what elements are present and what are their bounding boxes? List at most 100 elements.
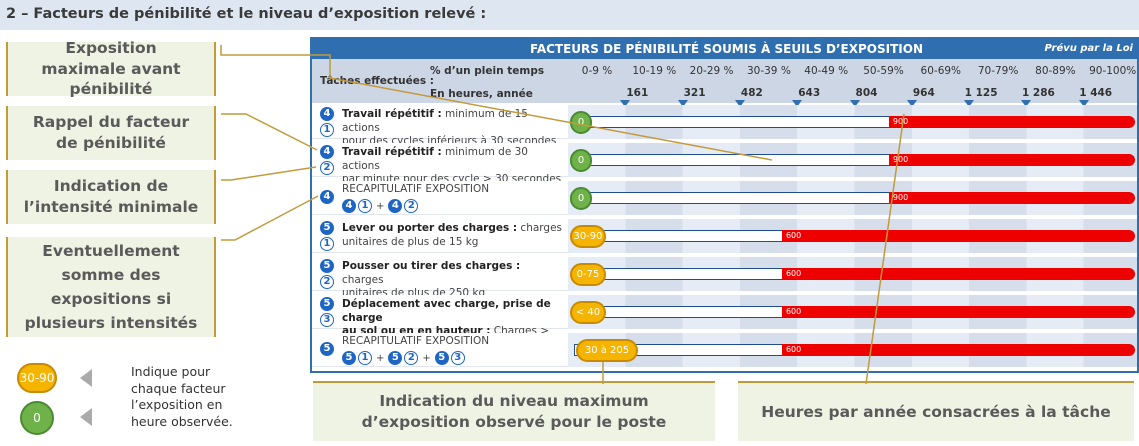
range-label: 70-79% [977, 65, 1019, 77]
range-label: 10-19 % [632, 65, 677, 77]
exposure-level-badge: 30-90 [570, 225, 606, 248]
hour-label: 482 [740, 87, 763, 99]
hour-tick-icon [1078, 100, 1089, 107]
intensity-number-badge: 2 [320, 161, 334, 175]
table-row: 5 3 Déplacement avec charge, prise de char… [312, 295, 1137, 351]
table-row: 4 1 Travail répétitif : minimum de 15 acti… [312, 105, 1137, 147]
section-header: 2 – Facteurs de pénibilité et le niveau … [0, 0, 1139, 30]
exposure-level-badge: 0 [570, 187, 592, 210]
bar-threshold-exceeded: 600 [781, 344, 1135, 356]
intensity-number-badge: 2 [320, 275, 334, 289]
hour-label: 964 [912, 87, 935, 99]
recap-number-badge: 2 [404, 351, 419, 365]
range-label: 50-59% [863, 65, 904, 77]
factor-number-badge: 4 [320, 107, 334, 121]
hour-tick-icon [1021, 100, 1032, 107]
connector-somme-expositions [221, 195, 319, 241]
recap-number-badge: 5 [434, 351, 449, 365]
connector-intensite-min [221, 166, 317, 181]
hour-label: 1 446 [1079, 87, 1113, 99]
callout-intensite-min-text: Indication de l’intensité minimale [23, 177, 199, 216]
factor-number-badge: 4 [320, 190, 334, 204]
bar-below-threshold [574, 154, 889, 166]
recap-number-badge: 5 [342, 351, 356, 365]
table-title: FACTEURS DE PÉNIBILITÉ SOUMIS À SEUILS D… [312, 39, 1137, 59]
legend-text: Indique pour chaque facteur l’exposition… [131, 364, 233, 430]
intensity-number-badge: 1 [320, 123, 334, 137]
exposure-level-badge: 0 [570, 149, 592, 172]
factor-number-badge: 4 [320, 145, 334, 159]
legend-line: chaque facteur [131, 380, 226, 396]
range-label: 90-100% [1089, 65, 1137, 77]
bar-below-threshold [574, 192, 889, 204]
bar-threshold-exceeded: 600 [781, 230, 1135, 242]
intensity-number-badge: 3 [320, 313, 334, 327]
recap-number-badge: 1 [358, 199, 372, 213]
row-description: 5 2 Pousser ou tirer des charges : charges… [312, 257, 568, 299]
factor-number-badge: 5 [320, 221, 334, 235]
table-title-right: Prévu par la Loi [1044, 43, 1133, 54]
table-row: 4 2 Travail répétitif : minimum de 30 acti… [312, 143, 1137, 185]
legend-line: l’exposition en [131, 397, 223, 412]
bar-threshold-exceeded: 900 [888, 116, 1135, 128]
legend-arrow-2-icon [80, 408, 92, 426]
hour-label: 804 [855, 87, 878, 99]
hour-label: 321 [683, 87, 706, 99]
bar-threshold-exceeded: 900 [888, 154, 1135, 166]
table-title-text: FACTEURS DE PÉNIBILITÉ SOUMIS À SEUILS D… [530, 42, 923, 56]
exposure-level-badge: < 40 [570, 301, 606, 324]
factor-number-badge: 5 [320, 259, 334, 273]
recap-plus: + [376, 200, 385, 212]
row-description: 5 1 Lever ou porter des charges : charges u… [312, 219, 568, 253]
exposure-level-badge: 30 à 205 [576, 339, 638, 362]
hour-label: 1 125 [964, 87, 998, 99]
table-header: Tâches effectuées : % d’un plein temps E… [312, 59, 1137, 107]
recap-number-badge: 2 [404, 199, 419, 213]
bar-threshold-exceeded: 600 [781, 268, 1135, 280]
factor-number-badge: 5 [320, 297, 334, 311]
recap-title: RECAPITULATIF EXPOSITION [342, 183, 490, 195]
recap-formula: 4 1 +4 2 [342, 199, 419, 213]
recap-plus: + [422, 352, 431, 364]
callout-rappel-facteur-text: Rappel du facteur de pénibilité [32, 113, 190, 152]
row-description: 4 2 Travail répétitif : minimum de 30 acti… [312, 143, 568, 185]
legend-orange-badge: 30-90 [17, 363, 57, 393]
recap-number-badge: 5 [388, 351, 403, 365]
range-label: 0-9 % [581, 65, 613, 77]
factor-number-badge: 5 [320, 342, 334, 356]
bar-threshold-exceeded: 900 [888, 192, 1135, 204]
row-description: 5 RECAPITULATIF EXPOSITION 5 1 +5 2 +5 3 [312, 333, 568, 367]
recap-plus: + [376, 352, 385, 364]
hour-tick-icon [964, 100, 975, 107]
callout-heures-annee: Heures par année consacrées à la tâche [738, 381, 1134, 441]
callout-somme-expositions: Eventuellement somme des expositions si … [6, 237, 216, 337]
callout-somme-expositions-text: Eventuellement somme des expositions si … [24, 241, 198, 333]
section-title: 2 – Facteurs de pénibilité et le niveau … [6, 6, 487, 22]
exposure-level-badge: 0 [570, 111, 592, 134]
table-row: 4 RECAPITULATIF EXPOSITION 4 1 +4 2 900 0 [312, 181, 1137, 215]
recap-number-badge: 3 [450, 351, 465, 365]
hour-tick-icon [792, 100, 803, 107]
recap-number-badge: 1 [358, 351, 372, 365]
hour-label: 643 [798, 87, 821, 99]
range-label: 40-49 % [804, 65, 849, 77]
callout-rappel-facteur: Rappel du facteur de pénibilité [6, 106, 216, 160]
legend-arrow-1-icon [80, 369, 92, 387]
table-row: 5 2 Pousser ou tirer des charges : charges… [312, 257, 1137, 299]
exposure-table: FACTEURS DE PÉNIBILITÉ SOUMIS À SEUILS D… [310, 37, 1139, 373]
header-taches: Tâches effectuées : [320, 75, 434, 87]
callout-heures-annee-text: Heures par année consacrées à la tâche [761, 402, 1111, 421]
connector-rappel-facteur [221, 113, 318, 151]
intensity-number-badge: 1 [320, 237, 334, 251]
range-label: 20-29 % [689, 65, 734, 77]
range-label: 80-89% [1035, 65, 1076, 77]
exposure-level-badge: 0-75 [570, 263, 606, 286]
range-label: 30-39 % [746, 65, 791, 77]
header-pct: % d’un plein temps [430, 65, 545, 77]
hour-tick-icon [906, 100, 917, 107]
factor-text: Lever ou porter des charges : charges uni… [342, 222, 563, 248]
hour-label: 1 286 [1021, 87, 1055, 99]
header-hours: En heures, année [430, 88, 533, 100]
recap-number-badge: 4 [388, 199, 403, 213]
recap-title: RECAPITULATIF EXPOSITION [342, 335, 490, 347]
